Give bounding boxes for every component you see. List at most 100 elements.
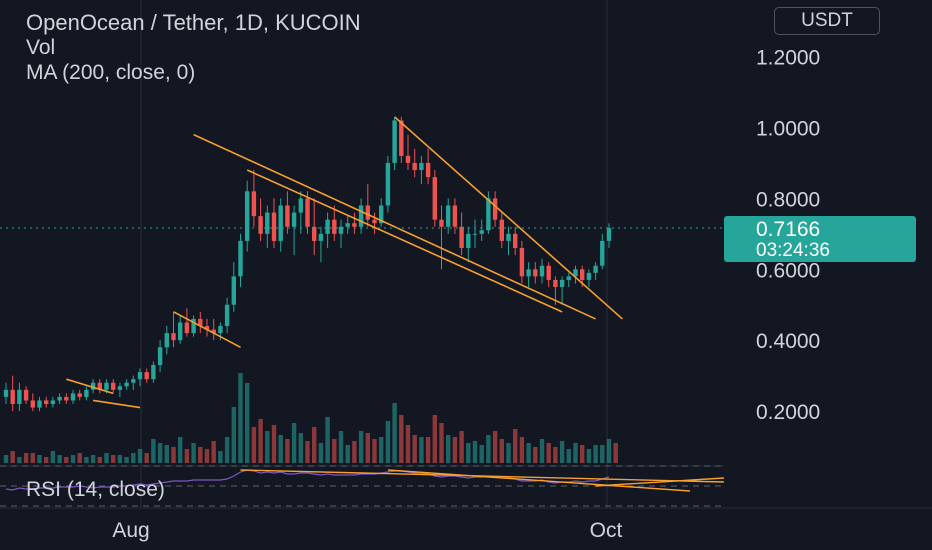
volume-bar xyxy=(291,423,297,463)
candle xyxy=(338,219,344,249)
candle xyxy=(44,396,49,408)
candle xyxy=(559,276,565,305)
x-axis[interactable]: Aug Oct xyxy=(0,507,932,542)
volume-bar xyxy=(513,429,518,463)
candle xyxy=(17,382,22,412)
candle xyxy=(606,223,612,249)
last-price-tag: 0.7166 03:24:36 xyxy=(724,216,916,262)
rsi-trendline xyxy=(595,477,725,487)
candle xyxy=(332,205,337,241)
volume-bar xyxy=(251,427,257,463)
volume-bar xyxy=(111,455,116,463)
candle xyxy=(151,361,156,383)
candle-body xyxy=(345,223,350,227)
candle xyxy=(573,265,578,284)
volume-bar xyxy=(479,445,484,463)
candle-body xyxy=(412,162,417,171)
candle xyxy=(251,170,257,227)
volume-bar xyxy=(271,425,277,463)
volume-bar xyxy=(151,439,156,463)
candle-body xyxy=(379,205,384,224)
candle-body xyxy=(486,198,491,231)
candle-body xyxy=(211,329,216,334)
candle-body xyxy=(526,269,531,277)
rsi-pane xyxy=(0,465,725,507)
candle-body xyxy=(224,304,230,327)
volume-bar xyxy=(472,441,478,463)
candle-body xyxy=(298,198,303,213)
candle xyxy=(285,191,290,234)
candle-body xyxy=(580,269,585,280)
volume-bar xyxy=(218,451,223,463)
candle-body xyxy=(265,212,270,234)
y-tick-label: 0.6000 xyxy=(756,259,820,282)
candle-body xyxy=(593,265,598,273)
candle xyxy=(278,198,283,252)
volume-bar xyxy=(184,449,190,463)
volume-bar xyxy=(492,431,498,463)
trendline xyxy=(394,116,623,320)
candle xyxy=(50,396,56,408)
candle-body xyxy=(144,372,149,380)
candle-body xyxy=(566,276,571,280)
volume-bar xyxy=(231,407,236,463)
volume-bar xyxy=(104,453,109,463)
candle xyxy=(265,205,270,249)
candle-body xyxy=(238,240,243,277)
candle xyxy=(124,379,129,390)
candle-body xyxy=(439,219,444,227)
volume-bar xyxy=(412,435,417,463)
candle-body xyxy=(573,269,578,277)
candle-body xyxy=(104,382,109,390)
candle-body xyxy=(218,326,223,334)
volume-bar xyxy=(566,449,571,463)
volume-bar xyxy=(124,457,129,463)
currency-button[interactable]: USDT xyxy=(774,7,880,35)
grid xyxy=(140,0,608,508)
candle xyxy=(345,216,350,234)
candle xyxy=(224,297,230,334)
volume-bar xyxy=(600,445,605,463)
volume-bar xyxy=(305,441,310,463)
candles xyxy=(3,116,612,412)
candle-body xyxy=(23,389,29,401)
y-axis[interactable]: 1.2000 1.0000 0.8000 0.6000 0.4000 0.2000 xyxy=(756,47,820,425)
candle xyxy=(372,212,377,234)
rsi-trendline xyxy=(387,469,691,492)
trendlines xyxy=(66,116,623,409)
candle xyxy=(318,226,324,263)
volume-bar xyxy=(90,455,96,463)
volume-bar xyxy=(224,437,230,463)
y-tick-label: 1.2000 xyxy=(756,47,820,70)
candle xyxy=(10,375,15,412)
candle xyxy=(57,393,62,405)
candle xyxy=(546,262,551,288)
candle-body xyxy=(37,400,42,408)
candle xyxy=(238,233,243,288)
candle xyxy=(144,368,149,383)
candle-body xyxy=(559,279,565,288)
volume-bar xyxy=(50,451,56,463)
candle-body xyxy=(124,382,129,387)
volume-bar xyxy=(593,445,598,463)
candle xyxy=(111,379,116,394)
y-tick-label: 0.2000 xyxy=(756,401,820,424)
trendline xyxy=(173,311,241,348)
candle xyxy=(399,116,404,163)
candle xyxy=(84,386,89,401)
candle xyxy=(298,191,303,234)
x-tick-label: Aug xyxy=(112,519,149,542)
volume-bar xyxy=(358,431,364,463)
candle-body xyxy=(499,219,504,241)
candle-body xyxy=(17,389,22,405)
volume-bar xyxy=(332,439,337,463)
candle-body xyxy=(312,226,317,241)
candle-body xyxy=(358,205,364,227)
candle-body xyxy=(372,219,377,224)
candle xyxy=(291,205,297,256)
candle xyxy=(412,148,417,178)
volume-bar xyxy=(178,437,183,463)
candle-body xyxy=(164,333,169,348)
candle-body xyxy=(44,400,49,405)
